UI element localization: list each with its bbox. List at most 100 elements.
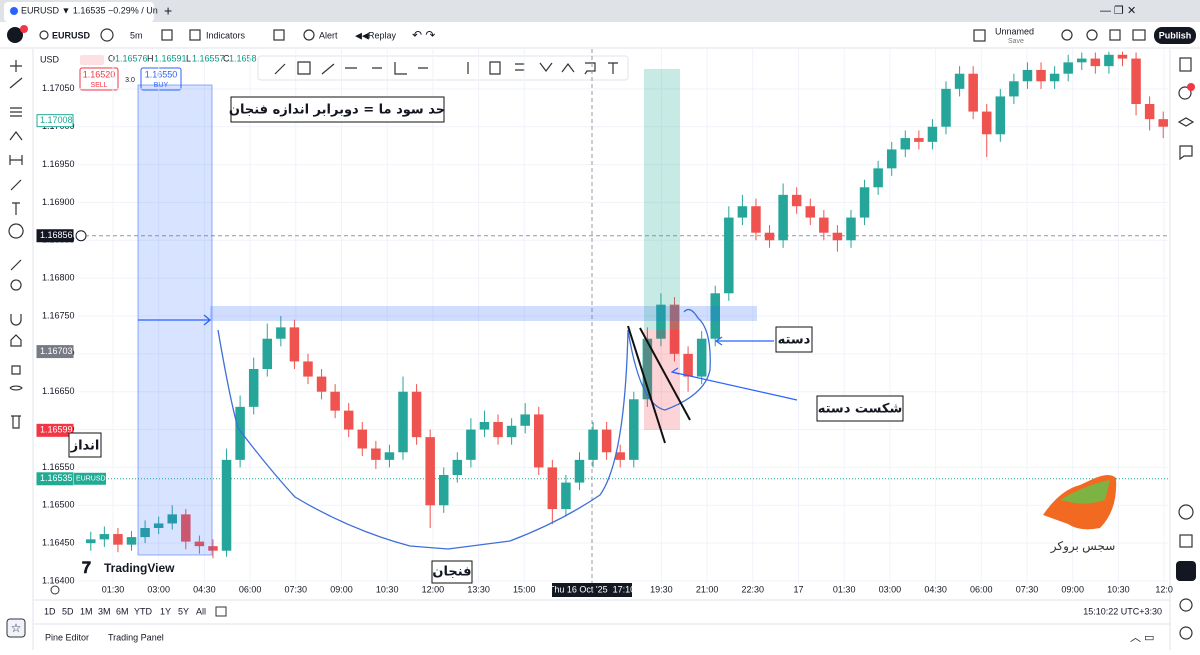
plot-area: 01:30 03:00 04:30 06:00 07:30 09:00 10:30 12:00… <box>36 49 1173 597</box>
watermark-logo-top <box>1060 480 1110 504</box>
candle-body <box>696 338 707 377</box>
tab[interactable] <box>4 2 154 22</box>
x-tick-label: 06:00 <box>970 584 993 594</box>
quick-search[interactable] <box>1061 29 1073 41</box>
trading-panel[interactable]: Trading Panel <box>108 632 164 642</box>
price-label-bg <box>36 472 74 486</box>
candle-body <box>737 206 748 218</box>
drawing-toolbar <box>257 55 629 81</box>
cup-text: فنجان <box>432 565 471 580</box>
clock[interactable]: 15:10:22 UTC+3:30 <box>1083 606 1162 616</box>
new-tab[interactable]: + <box>164 3 172 19</box>
symbol-tag: EURUSD <box>76 476 106 483</box>
chart-type[interactable] <box>161 29 173 41</box>
snapshot[interactable] <box>1132 29 1146 41</box>
candle-body <box>669 304 680 354</box>
candle-body <box>615 452 625 460</box>
range-button[interactable]: 3M <box>98 606 111 616</box>
favorites[interactable] <box>6 618 26 638</box>
candle-body <box>914 138 924 142</box>
candle-body <box>859 187 870 218</box>
price-label: 1.16856 <box>40 230 73 240</box>
sell-price: 1.16520 <box>83 69 116 79</box>
right-sidebar <box>1170 49 1200 649</box>
alert[interactable]: Alert <box>319 30 338 40</box>
x-tick-label: 17 <box>793 584 803 594</box>
candle-body <box>995 96 1006 135</box>
drawing-tools[interactable] <box>8 60 24 429</box>
price-label-bg <box>36 229 74 243</box>
undo-redo[interactable]: ↶ ↷ <box>412 28 435 42</box>
window-controls[interactable]: — ❐ ✕ <box>1100 5 1136 17</box>
fullscreen[interactable] <box>1109 29 1121 41</box>
candle-body <box>411 391 422 438</box>
ohlc-h-key: H <box>147 53 154 63</box>
ohlc-c-key: C <box>223 53 230 63</box>
legend-toggle[interactable] <box>80 55 104 65</box>
candle-body <box>561 482 571 510</box>
sell-button[interactable] <box>79 67 119 91</box>
candle-body <box>601 429 612 453</box>
settings[interactable] <box>1086 29 1098 41</box>
candle-body <box>221 459 232 551</box>
sidebar-icons[interactable] <box>1177 57 1195 640</box>
y-tick-label: 1.17050 <box>42 83 75 93</box>
panel-controls[interactable]: ︿ ▭ <box>1130 632 1154 644</box>
replay-icon: ◀◀ <box>355 30 369 40</box>
x-tick-label: 06:00 <box>239 584 262 594</box>
tab-bar <box>0 0 1200 22</box>
target-box <box>230 96 445 123</box>
candle-body <box>248 369 259 407</box>
buy-price: 1.16550 <box>145 69 178 79</box>
annotations: حد سود ما = دوبرابر اندازه فنجان انداز ف… <box>68 69 1117 584</box>
compare[interactable] <box>100 28 114 42</box>
candle-body <box>873 168 883 188</box>
ohlc-open: 1.16576 <box>115 53 148 63</box>
x-tick-label: 12:00 <box>422 584 445 594</box>
y-tick-label: 1.16450 <box>42 538 75 548</box>
candle-body <box>1117 54 1128 59</box>
symbol[interactable]: EURUSD <box>52 30 91 40</box>
templates[interactable] <box>273 29 285 41</box>
layout-name[interactable]: Unnamed <box>995 26 1034 36</box>
apps-button[interactable] <box>1176 561 1196 581</box>
range-button[interactable]: 1D <box>44 606 56 616</box>
drawing-toolbar-icons[interactable] <box>274 61 618 75</box>
x-tick-label: 10:30 <box>376 584 399 594</box>
replay[interactable]: Replay <box>368 30 397 40</box>
sell-label: SELL <box>90 82 107 89</box>
candle-body <box>1144 104 1155 120</box>
tab-title: EURUSD ▼ 1.16535 −0.29% / Un <box>21 5 158 15</box>
break-text: شکست دسته <box>818 402 903 417</box>
x-tick-label: 10:30 <box>1107 584 1130 594</box>
publish-button[interactable] <box>1154 27 1196 44</box>
currency[interactable]: USD <box>40 54 60 64</box>
x-tick-label: 15:00 <box>513 584 536 594</box>
candle-body <box>1090 58 1101 67</box>
range-button[interactable]: 1M <box>80 606 93 616</box>
x-tick-label: 07:30 <box>285 584 308 594</box>
interval[interactable]: 5m <box>130 30 143 40</box>
range-button[interactable]: 5Y <box>178 606 189 616</box>
tab-icon <box>10 7 18 15</box>
crosshair-plus <box>75 230 87 242</box>
candle-body <box>900 138 911 150</box>
save[interactable]: Save <box>1008 38 1024 45</box>
candle-body <box>968 73 978 112</box>
pine-editor[interactable]: Pine Editor <box>45 632 89 642</box>
layout-checkbox[interactable] <box>973 29 986 42</box>
candle-body <box>235 406 245 460</box>
publish[interactable]: Publish <box>1159 30 1192 40</box>
candle-body <box>167 514 177 524</box>
range-button[interactable]: All <box>196 606 206 616</box>
avatar[interactable] <box>7 27 23 43</box>
indicators[interactable]: Indicators <box>206 30 246 40</box>
range-button[interactable]: 6M <box>116 606 129 616</box>
size-arrow <box>138 314 212 326</box>
range-button[interactable]: 1Y <box>160 606 171 616</box>
range-button[interactable]: 5D <box>62 606 74 616</box>
range-button[interactable]: YTD <box>134 606 153 616</box>
x-tick-label: 03:00 <box>879 584 902 594</box>
x-tick-label: 19:30 <box>650 584 673 594</box>
